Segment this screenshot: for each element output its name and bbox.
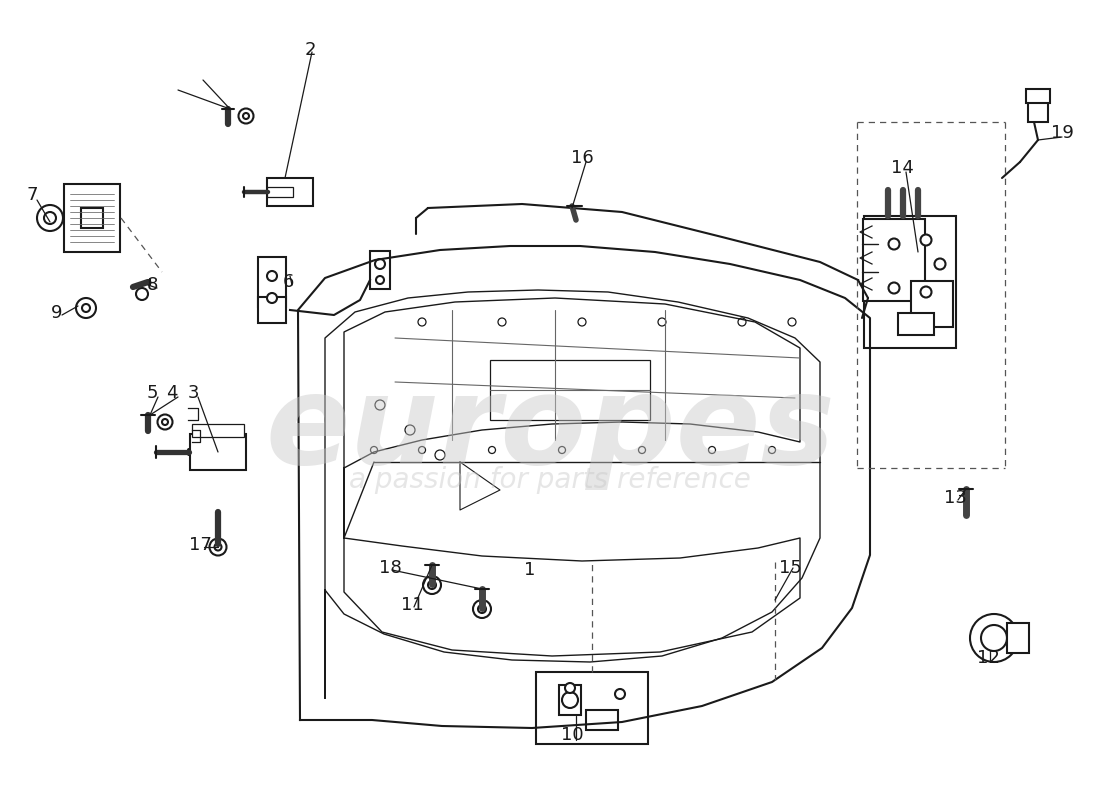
Text: 8: 8 — [146, 276, 157, 294]
Bar — [559, 685, 581, 715]
Text: 14: 14 — [891, 159, 913, 177]
Circle shape — [769, 446, 776, 454]
Circle shape — [239, 109, 253, 123]
Text: 9: 9 — [52, 304, 63, 322]
Circle shape — [498, 318, 506, 326]
Circle shape — [405, 425, 415, 435]
Text: 18: 18 — [378, 559, 402, 577]
Bar — [586, 710, 618, 730]
Circle shape — [76, 298, 96, 318]
Bar — [64, 184, 120, 252]
Bar — [190, 434, 246, 470]
Bar — [536, 672, 648, 744]
Circle shape — [371, 446, 377, 454]
Circle shape — [209, 538, 227, 555]
Circle shape — [559, 446, 565, 454]
Circle shape — [376, 276, 384, 284]
Bar — [81, 208, 103, 228]
Circle shape — [921, 234, 932, 246]
Circle shape — [889, 282, 900, 294]
Text: 19: 19 — [1050, 124, 1074, 142]
Circle shape — [981, 625, 1007, 651]
Bar — [258, 297, 286, 323]
Text: a passion for parts reference: a passion for parts reference — [349, 466, 751, 494]
Circle shape — [658, 318, 666, 326]
Circle shape — [565, 683, 575, 693]
Text: 1: 1 — [525, 561, 536, 579]
Circle shape — [478, 605, 486, 613]
Circle shape — [37, 205, 63, 231]
Bar — [258, 257, 286, 307]
Circle shape — [921, 286, 932, 298]
Text: europes: europes — [265, 370, 835, 490]
Circle shape — [375, 400, 385, 410]
Circle shape — [562, 692, 578, 708]
Text: 2: 2 — [305, 41, 316, 59]
Bar — [911, 281, 953, 327]
Circle shape — [428, 581, 436, 589]
Circle shape — [418, 318, 426, 326]
Circle shape — [162, 419, 168, 425]
Text: 16: 16 — [571, 149, 593, 167]
Bar — [864, 219, 925, 301]
Bar — [1006, 623, 1028, 653]
Circle shape — [738, 318, 746, 326]
Circle shape — [638, 446, 646, 454]
Circle shape — [82, 304, 90, 312]
Circle shape — [243, 113, 249, 119]
Circle shape — [578, 318, 586, 326]
Text: 11: 11 — [400, 596, 424, 614]
Circle shape — [473, 600, 491, 618]
Bar — [864, 216, 956, 348]
Circle shape — [615, 689, 625, 699]
Circle shape — [214, 543, 221, 550]
Circle shape — [44, 212, 56, 224]
Circle shape — [935, 258, 946, 270]
Text: 13: 13 — [944, 489, 967, 507]
Text: 10: 10 — [561, 726, 583, 744]
Circle shape — [375, 259, 385, 269]
Circle shape — [434, 450, 446, 460]
Bar — [192, 423, 244, 437]
Text: 4: 4 — [166, 384, 178, 402]
Circle shape — [136, 288, 149, 300]
Bar — [1028, 98, 1048, 122]
Bar — [898, 313, 934, 335]
Circle shape — [970, 614, 1018, 662]
Bar — [267, 178, 314, 206]
Circle shape — [788, 318, 796, 326]
Circle shape — [267, 293, 277, 303]
Text: 15: 15 — [779, 559, 802, 577]
Circle shape — [708, 446, 715, 454]
Circle shape — [157, 414, 173, 430]
Bar — [490, 360, 650, 420]
Circle shape — [889, 238, 900, 250]
Text: 12: 12 — [977, 649, 1000, 667]
Bar — [1026, 89, 1050, 103]
Text: 6: 6 — [283, 273, 294, 291]
Circle shape — [424, 576, 441, 594]
Text: 17: 17 — [188, 536, 211, 554]
Circle shape — [488, 446, 495, 454]
Text: 3: 3 — [187, 384, 199, 402]
Bar — [370, 251, 390, 289]
Text: 7: 7 — [26, 186, 37, 204]
Text: 5: 5 — [146, 384, 157, 402]
Circle shape — [267, 271, 277, 281]
Circle shape — [418, 446, 426, 454]
Bar — [267, 187, 293, 197]
